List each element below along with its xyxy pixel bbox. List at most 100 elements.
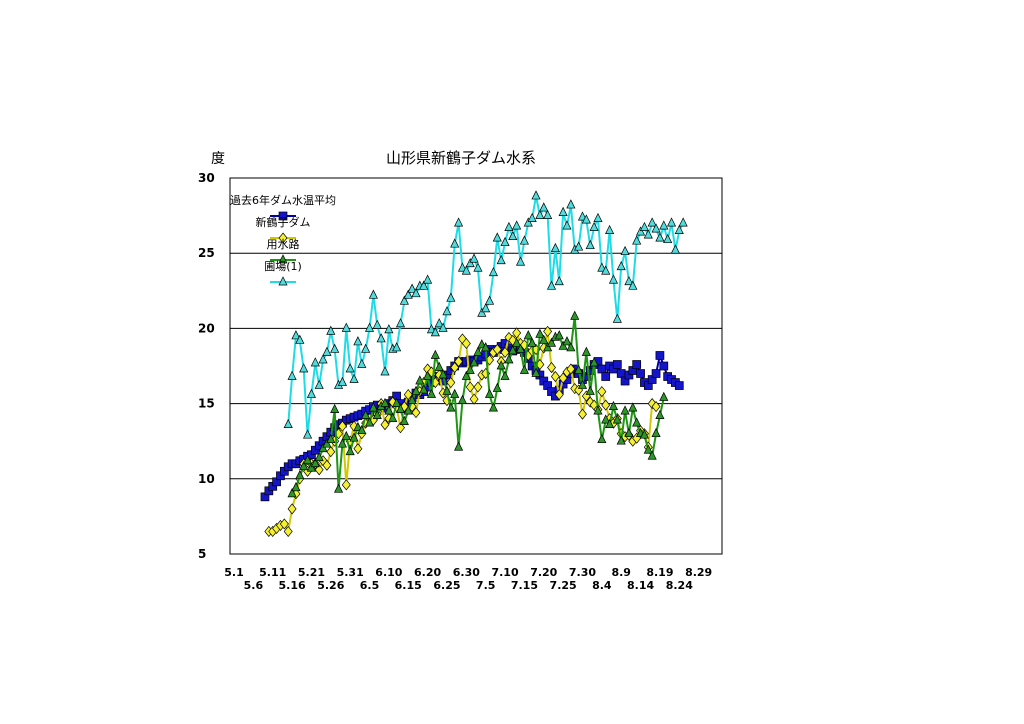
x-tick-label: 7.15 — [511, 579, 538, 592]
data-point — [531, 367, 541, 377]
data-point — [469, 253, 479, 263]
data-point — [291, 330, 301, 340]
data-point — [500, 370, 510, 380]
data-point — [492, 232, 502, 242]
data-point — [477, 307, 487, 317]
data-point — [465, 381, 475, 393]
x-tick-label: 5.11 — [259, 566, 286, 579]
data-point — [639, 429, 649, 439]
data-point — [674, 381, 684, 390]
data-point — [527, 212, 537, 222]
data-point — [314, 464, 324, 476]
data-point — [612, 313, 622, 323]
gridlines — [230, 252, 722, 480]
data-point — [659, 361, 669, 371]
data-point — [318, 354, 328, 364]
data-point — [299, 460, 309, 471]
data-point — [457, 394, 468, 404]
x-tick-label: 6.15 — [395, 579, 422, 592]
data-point — [508, 345, 518, 355]
x-tick-label: 7.10 — [491, 566, 518, 579]
data-point — [608, 400, 619, 410]
data-point — [589, 221, 599, 231]
x-tick-label: 6.10 — [375, 566, 402, 579]
data-point — [306, 388, 317, 398]
data-point — [512, 337, 522, 347]
legend-marker — [278, 254, 288, 264]
data-point — [670, 244, 680, 254]
data-point — [333, 483, 344, 493]
data-point — [442, 385, 452, 395]
data-point — [512, 220, 522, 230]
data-point — [403, 405, 413, 415]
data-point — [287, 503, 297, 515]
data-point — [531, 190, 541, 200]
data-point — [473, 346, 483, 356]
data-point — [519, 364, 529, 374]
data-point — [539, 202, 549, 212]
data-point — [465, 364, 475, 374]
x-tick-label: 7.20 — [530, 566, 557, 579]
x-tick-label: 5.26 — [317, 579, 344, 592]
data-point — [353, 443, 363, 455]
data-point — [287, 370, 297, 380]
data-point — [492, 343, 502, 356]
data-point — [558, 372, 568, 384]
data-point — [616, 260, 626, 271]
data-point — [364, 417, 375, 427]
x-tick-label: 5.6 — [244, 579, 264, 592]
data-point — [566, 363, 576, 375]
data-point — [314, 379, 324, 389]
data-point — [349, 373, 359, 383]
legend-marker — [278, 276, 288, 286]
data-point — [651, 427, 661, 438]
data-point — [423, 274, 433, 284]
data-point — [357, 358, 367, 368]
data-point — [612, 414, 622, 424]
x-tick-label: 7.25 — [550, 579, 577, 592]
x-tick-label: 5.31 — [337, 566, 364, 579]
data-point — [612, 360, 622, 369]
data-point — [353, 336, 363, 346]
data-point — [341, 322, 351, 332]
data-point — [578, 408, 587, 420]
data-point — [283, 525, 293, 538]
data-point — [380, 366, 390, 376]
data-point — [326, 325, 336, 335]
data-point — [345, 363, 355, 373]
data-point — [508, 230, 518, 241]
data-point — [326, 433, 336, 444]
chart-title: 山形県新鶴子ダム水系 — [386, 149, 536, 167]
data-point — [330, 343, 340, 353]
x-tick-label: 6.20 — [414, 566, 441, 579]
data-point — [357, 424, 367, 435]
data-point — [643, 444, 653, 454]
plot-series — [260, 190, 688, 538]
data-point — [647, 450, 657, 460]
data-point — [322, 459, 332, 471]
data-point — [504, 221, 514, 231]
data-point — [337, 438, 347, 448]
data-point — [438, 369, 448, 379]
x-axis-ticks: 5.1 5.11 5.21 5.31 6.10 6.20 6.30 7.10 7.20 7.30 8… — [224, 566, 712, 592]
data-point — [376, 333, 386, 343]
data-point — [407, 394, 417, 404]
data-point — [469, 393, 479, 405]
plot-area — [229, 177, 723, 555]
data-point — [450, 388, 460, 398]
data-point — [349, 432, 359, 442]
data-point — [283, 418, 293, 429]
data-point — [399, 295, 409, 305]
data-point — [461, 265, 471, 275]
x-tick-label: 8.9 — [611, 566, 631, 579]
data-point — [655, 232, 665, 242]
legend-label: 圃場(1) — [264, 260, 302, 273]
x-tick-label: 8.14 — [627, 579, 654, 592]
data-point — [415, 375, 425, 385]
data-point — [651, 369, 661, 378]
data-point — [446, 292, 456, 302]
data-point — [678, 217, 688, 227]
data-point — [430, 327, 440, 337]
data-point — [515, 343, 526, 353]
data-point — [446, 402, 456, 412]
